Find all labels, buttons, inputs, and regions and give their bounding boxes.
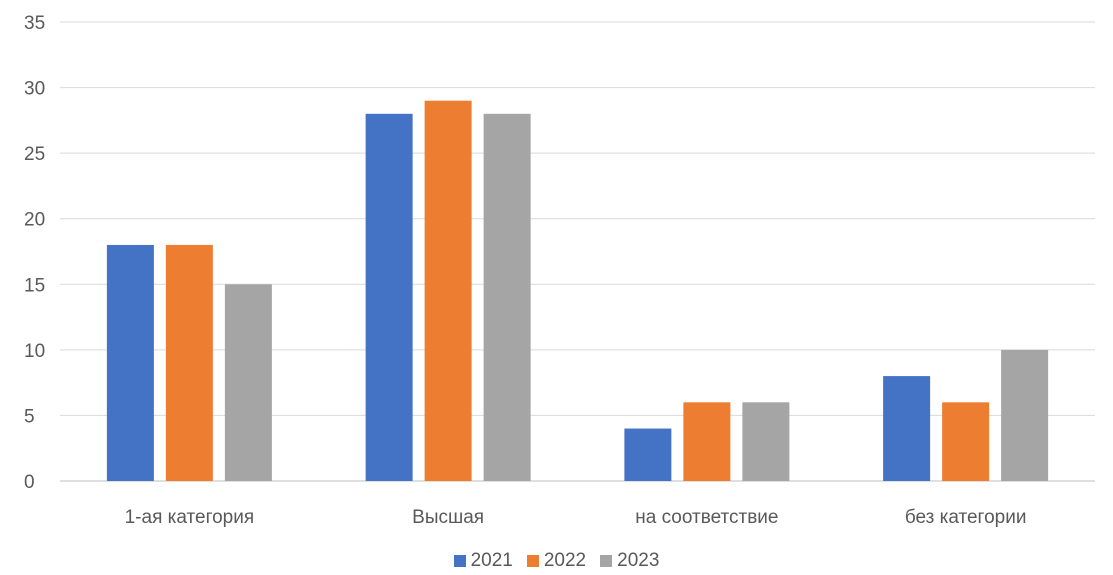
y-tick-label: 10	[24, 341, 45, 362]
y-tick-label: 25	[24, 144, 45, 165]
y-tick-label: 30	[24, 79, 45, 100]
bar-2021-1	[106, 244, 154, 481]
x-category-label: Высшая	[412, 507, 484, 528]
gridlines	[60, 21, 1095, 482]
legend-label: 2023	[617, 550, 660, 571]
y-tick-label: 0	[24, 472, 35, 493]
y-axis-ticks: 0 5 10 15 20 25 30 35	[24, 13, 45, 493]
bar-2021-2	[365, 113, 413, 482]
legend-swatch	[453, 555, 466, 567]
x-category-label: без категории	[905, 507, 1027, 528]
legend-item: 2023	[600, 550, 659, 572]
y-tick-label: 20	[24, 210, 45, 231]
bar-2022-3	[683, 402, 731, 481]
x-axis-labels: 1-ая категория Высшая на соответствие без к…	[125, 507, 1027, 528]
y-tick-label: 35	[24, 13, 45, 34]
bar-2023-4	[1001, 349, 1049, 481]
bar-2021-3	[624, 428, 672, 481]
bar-2023-2	[483, 113, 531, 482]
legend-swatch	[600, 555, 613, 567]
legend-label: 2021	[470, 550, 513, 571]
legend-swatch	[526, 555, 539, 567]
bar-2022-2	[424, 100, 472, 481]
bars	[106, 100, 1049, 482]
bar-2023-1	[224, 284, 272, 481]
x-category-label: 1-ая категория	[125, 507, 255, 528]
bar-2021-4	[883, 376, 931, 481]
y-tick-label: 5	[24, 406, 35, 427]
legend-item: 2021	[453, 550, 513, 572]
legend-label: 2022	[543, 550, 587, 571]
bar-2022-1	[165, 244, 213, 481]
legend: 2021 2022 2023	[0, 550, 1113, 572]
legend-item: 2022	[526, 550, 587, 572]
bar-2022-4	[942, 402, 990, 481]
y-tick-label: 15	[24, 275, 45, 296]
bar-2023-3	[742, 402, 790, 481]
x-category-label: на соответствие	[635, 507, 778, 528]
